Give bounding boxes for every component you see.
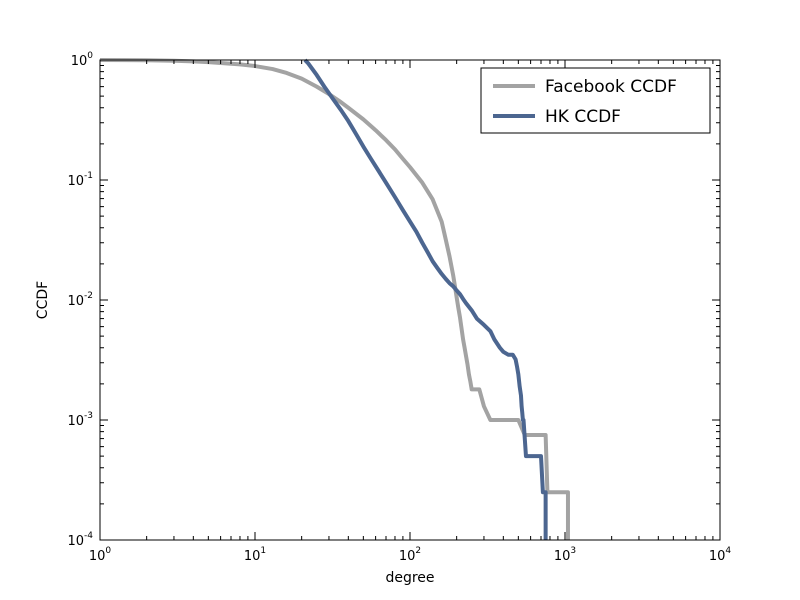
x-tick-label: 101: [244, 546, 266, 564]
y-tick-label: 100: [71, 51, 94, 69]
legend-label-facebook: Facebook CCDF: [545, 77, 677, 97]
y-tick-label: 10-2: [67, 291, 93, 309]
x-axis-label: degree: [385, 570, 434, 586]
y-tick-label: 10-1: [67, 171, 93, 189]
x-tick-label: 102: [399, 546, 421, 564]
x-tick-label: 103: [554, 546, 576, 564]
y-tick-label: 10-4: [67, 531, 93, 549]
legend: Facebook CCDF HK CCDF: [481, 68, 710, 133]
x-tick-label: 100: [89, 546, 112, 564]
legend-label-hk: HK CCDF: [545, 107, 621, 127]
y-axis-label: CCDF: [35, 281, 51, 319]
y-tick-label: 10-3: [67, 411, 93, 429]
x-tick-label: 104: [709, 546, 732, 564]
